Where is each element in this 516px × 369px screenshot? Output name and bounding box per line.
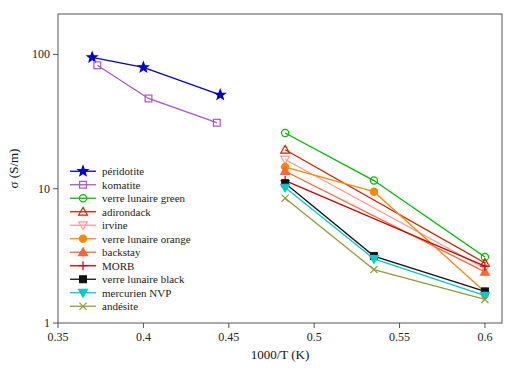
series: [282, 129, 489, 260]
data-point: [138, 62, 148, 71]
plot-area: [87, 52, 489, 303]
y-tick-label: 10: [38, 182, 50, 196]
y-tick: [53, 54, 58, 55]
series-line: [285, 167, 485, 292]
data-point: [282, 129, 289, 136]
series-line: [285, 183, 485, 291]
series: [94, 62, 220, 126]
x-axis-label: 1000/T (K): [251, 347, 310, 362]
x-tick-label: 0.5: [307, 330, 322, 344]
series: [281, 176, 490, 271]
x-tick-label: 0.45: [218, 330, 239, 344]
chart-svg: 0.35 0.4 0.45 0.5 0.55 0.6 1 10 100 1000/T (K) σ (…: [0, 0, 516, 369]
data-point: [281, 167, 290, 175]
series: [281, 156, 490, 273]
x-tick: [58, 323, 59, 328]
legend-label: irvine: [102, 219, 128, 231]
x-tick: [314, 323, 315, 328]
legend-label: komatite: [102, 179, 141, 191]
data-point: [87, 52, 97, 61]
legend-item: verre lunaire green: [70, 192, 186, 204]
series-line: [285, 150, 485, 263]
data-point: [370, 256, 379, 264]
x-tick-label: 0.55: [389, 330, 410, 344]
legend-label: andésite: [102, 300, 138, 312]
legend-label: mercurien NVP: [102, 287, 171, 299]
legend-marker: [78, 261, 87, 270]
legend-item: MORB: [70, 260, 134, 272]
data-point: [215, 90, 225, 99]
x-tick: [228, 323, 229, 328]
legend-line: [70, 184, 96, 185]
legend-line: [70, 225, 96, 226]
series-line: [97, 65, 217, 122]
data-point: [480, 262, 489, 271]
legend-line: [70, 198, 96, 199]
legend-marker: [79, 195, 86, 202]
data-point: [213, 119, 220, 126]
data-point: [282, 195, 289, 202]
x-tick: [484, 323, 485, 328]
series-line: [285, 198, 485, 299]
y-tick: [53, 188, 58, 189]
legend-marker: [79, 207, 88, 215]
series: [282, 180, 489, 295]
plot-frame: [58, 14, 502, 323]
legend-marker: [79, 222, 88, 230]
legend-marker: [78, 166, 88, 175]
legend-marker: [79, 303, 86, 310]
legend: péridotite komatiteverre lunaire green adi…: [70, 165, 191, 312]
legend-item: péridotite: [70, 165, 144, 177]
legend-label: MORB: [102, 260, 134, 272]
series: [281, 184, 490, 300]
data-point: [281, 156, 290, 164]
data-point: [281, 184, 290, 192]
x-tick-label: 0.4: [136, 330, 151, 344]
legend-line: [70, 211, 96, 212]
legend-label: péridotite: [102, 165, 144, 177]
data-point: [281, 145, 290, 153]
series: [282, 195, 489, 303]
legend-item: verre lunaire orange: [70, 233, 191, 245]
x-tick-label: 0.6: [477, 330, 492, 344]
series-line: [92, 57, 220, 94]
legend-label: verre lunaire green: [102, 192, 186, 204]
legend-label: backstay: [102, 246, 141, 258]
chart-container: 0.35 0.4 0.45 0.5 0.55 0.6 1 10 100 1000/T (K) σ (…: [0, 0, 516, 369]
legend-marker: [80, 181, 87, 188]
data-point: [370, 266, 377, 273]
y-tick: [53, 323, 58, 324]
y-axis-label: σ (S/m): [6, 149, 21, 189]
x-tick: [399, 323, 400, 328]
series-line: [285, 181, 485, 267]
data-point: [370, 177, 377, 184]
data-point: [370, 188, 377, 195]
legend-item: backstay: [70, 246, 141, 258]
y-tick-label: 1: [44, 316, 50, 330]
legend-item: andésite: [70, 300, 138, 312]
legend-marker: [79, 235, 86, 242]
legend-marker: [79, 248, 88, 256]
series: [282, 163, 489, 295]
data-point: [145, 95, 152, 102]
x-tick-label: 0.35: [48, 330, 69, 344]
series-line: [285, 133, 485, 257]
legend-item: komatite: [70, 179, 141, 191]
legend-item: verre lunaire black: [70, 273, 185, 285]
legend-marker: [80, 276, 87, 283]
x-tick: [143, 323, 144, 328]
series: [87, 52, 225, 99]
legend-item: irvine: [70, 219, 128, 231]
y-tick-label: 100: [32, 47, 50, 61]
data-point: [481, 296, 488, 303]
data-point: [94, 62, 101, 69]
legend-item: adirondack: [70, 206, 151, 218]
legend-label: verre lunaire orange: [102, 233, 191, 245]
legend-marker: [79, 289, 88, 297]
legend-item: mercurien NVP: [70, 287, 171, 299]
series-line: [285, 188, 485, 296]
legend-label: adirondack: [102, 206, 151, 218]
legend-label: verre lunaire black: [102, 273, 185, 285]
